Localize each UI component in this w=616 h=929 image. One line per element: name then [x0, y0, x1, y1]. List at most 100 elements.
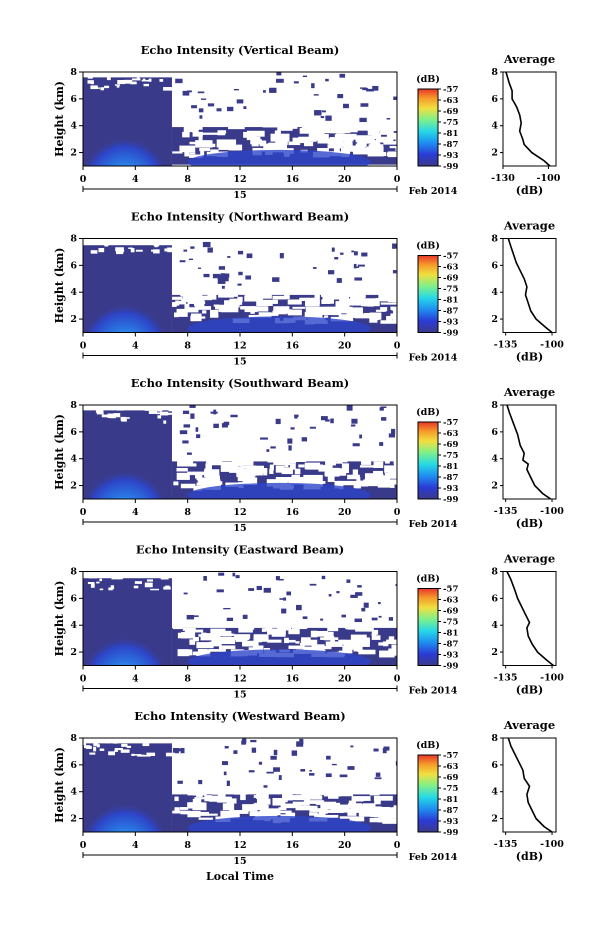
echo-gap — [153, 243, 160, 247]
echo-cell — [299, 738, 304, 745]
echo-gap — [181, 148, 189, 151]
echo-cell — [213, 423, 219, 428]
colorbar-label: (dB) — [416, 740, 440, 751]
echo-gap — [337, 142, 353, 147]
echo-gap — [339, 816, 358, 819]
echo-gap — [386, 315, 393, 324]
echo-cell — [245, 275, 252, 280]
echo-gap — [329, 137, 344, 145]
echo-cell — [230, 414, 238, 418]
echo-gap — [362, 456, 368, 461]
echo-gap — [114, 84, 121, 86]
colorbar — [417, 588, 439, 666]
echo-gap — [261, 140, 267, 144]
echo-gap — [301, 123, 316, 131]
echo-gap — [244, 306, 258, 313]
echo-gap — [251, 306, 269, 312]
echo-cell — [321, 575, 326, 580]
echo-cell — [218, 266, 226, 270]
echo-cell — [355, 266, 360, 268]
x-tick-label: 20 — [338, 674, 352, 685]
echo-cell — [311, 83, 315, 89]
echo-cell — [286, 591, 292, 596]
echo-gap — [233, 459, 242, 466]
echo-gap — [109, 416, 116, 419]
echo-gap — [346, 125, 358, 133]
y-tick-label: 6 — [70, 260, 77, 271]
echo-gap — [314, 813, 323, 818]
profile-y-tick-label: 8 — [491, 67, 498, 78]
x-tick-label: 16 — [286, 840, 300, 851]
echo-cell — [197, 91, 205, 94]
echo-gap — [369, 317, 378, 323]
echo-gap — [246, 136, 261, 141]
echo-gap — [281, 793, 293, 801]
x-tick-label: 16 — [286, 174, 300, 185]
colorbar-label: (dB) — [416, 241, 440, 252]
y-tick-label: 8 — [70, 567, 77, 578]
echo-gap — [292, 306, 306, 309]
echo-gap — [314, 296, 320, 305]
echo-cell — [273, 749, 278, 756]
echo-gap — [234, 634, 250, 640]
x-tick-label: 0 — [394, 840, 401, 851]
echo-gap — [360, 803, 371, 812]
profile-y-tick-label: 6 — [491, 260, 498, 271]
echo-cell — [270, 446, 276, 449]
profile-y-tick-label: 2 — [491, 148, 498, 159]
echo-gap — [195, 306, 212, 310]
echo-gap — [382, 618, 397, 625]
echo-cell — [325, 419, 330, 422]
panel-title: Echo Intensity (Eastward Beam) — [136, 543, 344, 557]
echo-gap — [312, 127, 331, 134]
echo-cell — [296, 604, 302, 611]
x-tick-label: 0 — [80, 840, 87, 851]
echo-gap — [216, 796, 230, 803]
echo-gap — [369, 806, 382, 811]
profile-frame — [502, 737, 557, 833]
echo-cell — [331, 763, 337, 766]
echo-cell — [343, 103, 349, 109]
echo-gap — [120, 749, 130, 753]
colorbar-tick-label: -81 — [443, 462, 458, 472]
echo-gap — [262, 125, 279, 128]
echo-gap — [366, 482, 383, 487]
echo-gap — [309, 808, 328, 812]
echo-gap — [391, 644, 397, 650]
echo-gap — [358, 649, 376, 655]
echo-cell — [237, 283, 242, 286]
echo-gap — [376, 787, 386, 793]
echo-cell — [262, 90, 266, 93]
y-tick-label: 4 — [70, 454, 77, 465]
echo-gap — [245, 465, 264, 474]
y-tick-label: 4 — [70, 121, 77, 132]
echo-field — [83, 238, 397, 333]
echo-gap — [257, 468, 268, 473]
echo-gap — [346, 145, 364, 152]
echo-gap — [198, 634, 205, 637]
echo-cell — [193, 615, 199, 617]
echo-gap — [252, 458, 263, 462]
echo-cell — [186, 452, 192, 455]
echo-gap — [353, 457, 362, 461]
echo-gap — [240, 306, 256, 310]
echo-gap — [386, 639, 397, 645]
echo-gap — [390, 306, 397, 310]
echo-gap — [333, 790, 354, 797]
echo-gap — [353, 149, 372, 155]
echo-cell — [182, 410, 190, 415]
x-tick-label: 20 — [338, 341, 352, 352]
echo-cell — [339, 774, 348, 778]
echo-gap — [257, 811, 278, 818]
echo-gap — [193, 485, 202, 491]
profile-title: Average — [503, 385, 555, 399]
echo-gap — [156, 240, 162, 243]
colorbar — [417, 88, 439, 167]
echo-gap — [270, 133, 290, 142]
surface-echo — [187, 649, 371, 666]
echo-gap — [156, 412, 166, 415]
echo-cell — [263, 785, 268, 788]
colorbar-label: (dB) — [416, 574, 440, 585]
echo-cell — [378, 615, 382, 618]
echo-gap — [208, 649, 226, 652]
